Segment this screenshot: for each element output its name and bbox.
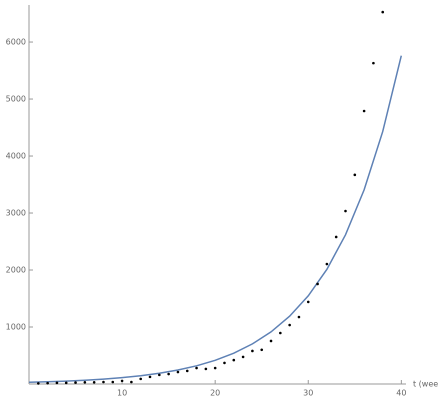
data-point	[269, 339, 273, 343]
data-point	[139, 377, 143, 381]
y-tick-label: 2000	[6, 266, 26, 275]
data-point	[158, 373, 161, 377]
y-tick-label: 3000	[6, 209, 26, 218]
data-point	[241, 355, 245, 359]
x-tick-label: 40	[396, 389, 406, 397]
data-point	[316, 282, 319, 286]
data-point	[167, 372, 170, 376]
data-point	[325, 262, 329, 266]
x-tick-label: 20	[210, 389, 220, 397]
y-tick-label: 1000	[6, 323, 26, 332]
data-point	[372, 61, 375, 65]
data-point	[46, 381, 49, 385]
data-point	[260, 348, 264, 352]
data-point	[102, 380, 105, 384]
x-tick-label: 10	[117, 389, 127, 397]
data-point	[64, 381, 68, 385]
data-point	[279, 331, 282, 335]
data-point	[306, 300, 310, 304]
data-point	[195, 366, 198, 370]
data-point	[344, 209, 347, 213]
y-tick-label: 4000	[6, 152, 26, 161]
data-point	[185, 369, 189, 373]
x-tick-label: 30	[303, 389, 313, 397]
data-point	[92, 380, 96, 384]
data-point	[353, 173, 357, 177]
data-point	[37, 382, 40, 385]
data-point	[55, 381, 59, 385]
data-point	[288, 323, 291, 327]
x-axis-label: t (week	[413, 380, 438, 389]
data-point	[176, 370, 180, 374]
data-point	[204, 367, 208, 371]
y-tick-label: 6000	[6, 38, 26, 47]
data-point	[148, 375, 152, 379]
data-point	[381, 10, 385, 14]
data-point	[120, 379, 124, 383]
fit-curve	[28, 55, 403, 384]
data-point	[362, 109, 366, 113]
data-point	[74, 381, 77, 384]
data-point	[130, 380, 133, 384]
data-point	[213, 366, 217, 370]
data-point	[297, 315, 301, 319]
data-point	[83, 380, 87, 384]
data-point	[223, 361, 226, 365]
data-point	[111, 380, 115, 384]
data-point	[251, 349, 254, 353]
data-point	[334, 235, 338, 239]
y-tick-label: 5000	[6, 95, 26, 104]
data-point	[232, 358, 236, 362]
